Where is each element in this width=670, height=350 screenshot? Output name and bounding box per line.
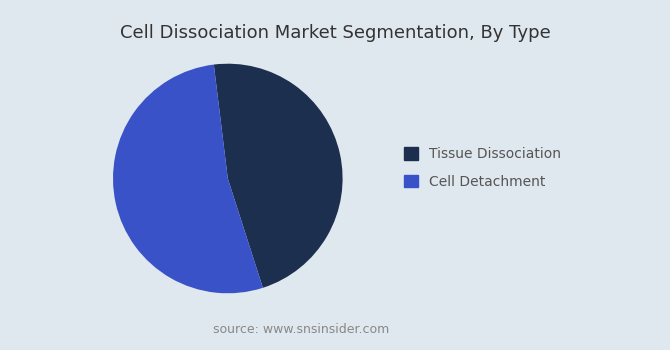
Wedge shape: [214, 64, 342, 288]
Legend: Tissue Dissociation, Cell Detachment: Tissue Dissociation, Cell Detachment: [397, 140, 568, 196]
Text: source: www.snsinsider.com: source: www.snsinsider.com: [213, 323, 390, 336]
Wedge shape: [113, 64, 263, 293]
Text: Cell Dissociation Market Segmentation, By Type: Cell Dissociation Market Segmentation, B…: [120, 25, 550, 42]
